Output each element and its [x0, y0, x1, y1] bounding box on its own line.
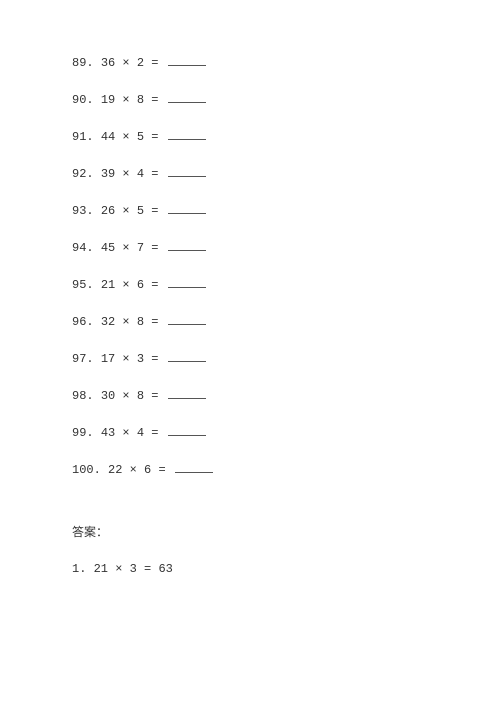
- answer-blank: [168, 129, 206, 140]
- answer-operand-a: 21: [94, 562, 108, 576]
- operand-a: 43: [101, 426, 115, 440]
- problem-number: 92: [72, 167, 86, 181]
- operator: ×: [122, 93, 129, 107]
- answer-blank: [168, 314, 206, 325]
- answer-row: 1. 21 × 3 = 63: [72, 562, 500, 576]
- problem-row: 90. 19 × 8 =: [72, 92, 500, 107]
- operand-b: 6: [137, 278, 144, 292]
- operator: ×: [122, 130, 129, 144]
- operand-a: 17: [101, 352, 115, 366]
- answer-blank: [168, 425, 206, 436]
- problem-number: 96: [72, 315, 86, 329]
- operand-a: 44: [101, 130, 115, 144]
- problem-number: 89: [72, 56, 86, 70]
- operand-a: 21: [101, 278, 115, 292]
- operand-b: 8: [137, 93, 144, 107]
- operand-a: 26: [101, 204, 115, 218]
- answer-operand-b: 3: [130, 562, 137, 576]
- operand-a: 30: [101, 389, 115, 403]
- answer-blank: [168, 55, 206, 66]
- operand-b: 5: [137, 204, 144, 218]
- equals-sign: =: [151, 56, 158, 70]
- operand-b: 3: [137, 352, 144, 366]
- operand-b: 4: [137, 426, 144, 440]
- operator: ×: [122, 315, 129, 329]
- problem-number: 93: [72, 204, 86, 218]
- answer-blank: [168, 277, 206, 288]
- answer-blank: [168, 388, 206, 399]
- operand-a: 45: [101, 241, 115, 255]
- answer-blank: [168, 351, 206, 362]
- answer-blank: [168, 166, 206, 177]
- problem-number: 100: [72, 463, 94, 477]
- operand-b: 5: [137, 130, 144, 144]
- operand-a: 19: [101, 93, 115, 107]
- problem-number: 90: [72, 93, 86, 107]
- problem-row: 95. 21 × 6 =: [72, 277, 500, 292]
- equals-sign: =: [151, 426, 158, 440]
- operand-b: 6: [144, 463, 151, 477]
- equals-sign: =: [144, 562, 151, 576]
- operand-a: 32: [101, 315, 115, 329]
- problem-row: 89. 36 × 2 =: [72, 55, 500, 70]
- operand-b: 2: [137, 56, 144, 70]
- problem-number: 98: [72, 389, 86, 403]
- problem-row: 92. 39 × 4 =: [72, 166, 500, 181]
- problem-row: 99. 43 × 4 =: [72, 425, 500, 440]
- answer-result: 63: [158, 562, 172, 576]
- operand-b: 8: [137, 315, 144, 329]
- operand-a: 39: [101, 167, 115, 181]
- answers-list: 1. 21 × 3 = 63: [72, 562, 500, 576]
- answer-blank: [168, 240, 206, 251]
- problem-row: 100. 22 × 6 =: [72, 462, 500, 477]
- answer-number: 1: [72, 562, 79, 576]
- operator: ×: [122, 389, 129, 403]
- problem-number: 94: [72, 241, 86, 255]
- equals-sign: =: [151, 352, 158, 366]
- equals-sign: =: [151, 204, 158, 218]
- problem-number: 95: [72, 278, 86, 292]
- problem-row: 97. 17 × 3 =: [72, 351, 500, 366]
- problem-row: 91. 44 × 5 =: [72, 129, 500, 144]
- equals-sign: =: [151, 389, 158, 403]
- operand-b: 7: [137, 241, 144, 255]
- answer-blank: [175, 462, 213, 473]
- problem-number: 99: [72, 426, 86, 440]
- problem-row: 96. 32 × 8 =: [72, 314, 500, 329]
- equals-sign: =: [151, 130, 158, 144]
- answers-header: 答案：: [72, 523, 500, 540]
- equals-sign: =: [151, 167, 158, 181]
- operand-b: 8: [137, 389, 144, 403]
- operator: ×: [122, 426, 129, 440]
- equals-sign: =: [151, 278, 158, 292]
- problem-number: 97: [72, 352, 86, 366]
- problem-row: 93. 26 × 5 =: [72, 203, 500, 218]
- problems-list: 89. 36 × 2 = 90. 19 × 8 = 91. 44 × 5 = 9…: [72, 55, 500, 477]
- operator: ×: [122, 56, 129, 70]
- answer-blank: [168, 203, 206, 214]
- operator: ×: [122, 167, 129, 181]
- equals-sign: =: [151, 93, 158, 107]
- operator: ×: [122, 352, 129, 366]
- equals-sign: =: [151, 241, 158, 255]
- operator: ×: [122, 278, 129, 292]
- problem-row: 94. 45 × 7 =: [72, 240, 500, 255]
- answer-blank: [168, 92, 206, 103]
- operand-b: 4: [137, 167, 144, 181]
- worksheet-page: 89. 36 × 2 = 90. 19 × 8 = 91. 44 × 5 = 9…: [0, 0, 500, 707]
- operator: ×: [115, 562, 122, 576]
- problem-number: 91: [72, 130, 86, 144]
- equals-sign: =: [151, 315, 158, 329]
- equals-sign: =: [158, 463, 165, 477]
- operand-a: 36: [101, 56, 115, 70]
- operator: ×: [130, 463, 137, 477]
- problem-row: 98. 30 × 8 =: [72, 388, 500, 403]
- operator: ×: [122, 241, 129, 255]
- operator: ×: [122, 204, 129, 218]
- operand-a: 22: [108, 463, 122, 477]
